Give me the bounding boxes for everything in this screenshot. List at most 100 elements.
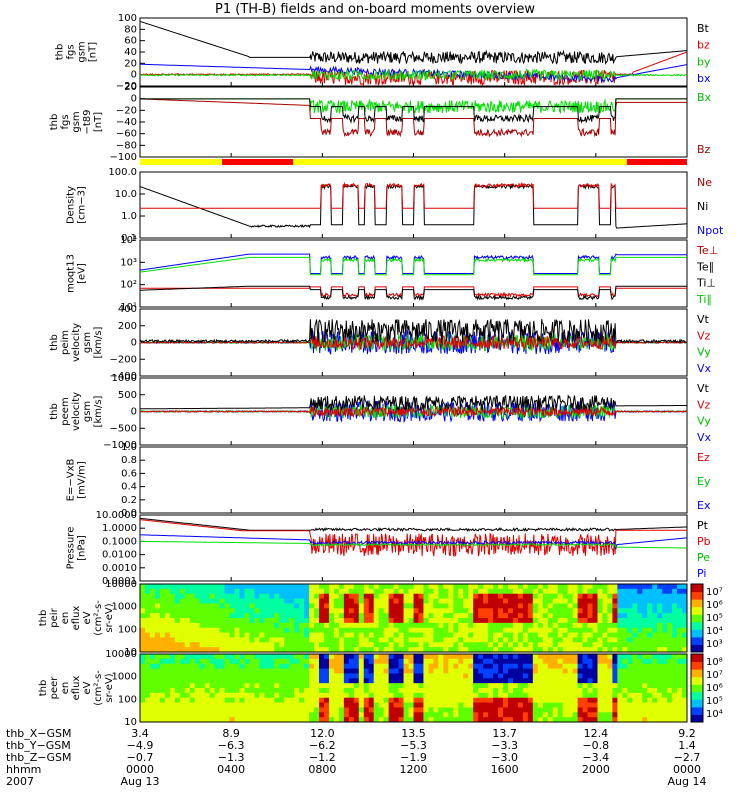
ion-spectrogram-cell	[229, 608, 235, 614]
electron-spectrogram-cell	[468, 663, 474, 670]
electron-spectrogram-cell	[617, 663, 623, 670]
electron-spectrogram-cell	[527, 663, 534, 670]
ion-spectrogram-cell	[154, 642, 161, 648]
ion-spectrogram-cell	[204, 584, 211, 590]
ion-spectrogram-cell	[527, 603, 534, 609]
ion-spectrogram-cell	[179, 608, 186, 614]
ion-spectrogram-cell	[488, 593, 494, 600]
ion-spectrogram-cell	[572, 618, 579, 624]
electron-spectrogram-cell	[428, 697, 434, 704]
electron-spectrogram-cell	[333, 658, 340, 665]
electron-spectrogram-cell	[647, 688, 653, 694]
ion-spectrogram-cell	[463, 593, 469, 600]
electron-spectrogram-cell	[174, 654, 181, 660]
ion-spectrogram-cell	[199, 598, 206, 604]
ion-spectrogram-cell	[309, 647, 315, 653]
electron-spectrogram-cell	[587, 688, 594, 694]
electron-spectrogram-cell	[259, 683, 265, 689]
ion-spectrogram-cell	[662, 593, 668, 600]
ion-spectrogram-cell	[587, 613, 594, 619]
electron-spectrogram-cell	[453, 692, 459, 699]
ion-spectrogram-cell	[363, 603, 370, 609]
ion-spectrogram-cell	[254, 647, 260, 653]
ion-spectrogram-cell	[527, 642, 534, 648]
electron-spectrogram-cell	[209, 663, 216, 670]
electron-spectrogram-cell	[304, 658, 310, 665]
ion-spectrogram-cell	[592, 637, 598, 643]
ion-spectrogram-cell	[398, 618, 405, 624]
ion-spectrogram-cell	[512, 584, 519, 590]
ion-spectrogram-cell	[637, 637, 643, 643]
electron-spectrogram-cell	[304, 654, 310, 660]
electron-spectrogram-cell	[328, 673, 335, 679]
electron-spectrogram-cell	[353, 707, 360, 713]
ion-spectrogram-cell	[224, 603, 231, 609]
legend-peim_v-Vz: Vz	[697, 329, 711, 342]
ion-spectrogram-cell	[289, 584, 295, 590]
electron-spectrogram-cell	[284, 663, 290, 670]
electron-spectrogram-cell	[264, 692, 270, 699]
electron-spectrogram-cell	[493, 683, 499, 689]
electron-spectrogram-cell	[353, 692, 360, 699]
ion-spectrogram-cell	[274, 598, 280, 604]
ion-spectrogram-cell	[463, 584, 469, 590]
ion-spectrogram-cell	[507, 642, 514, 648]
ytick-label-pressure-5: 0.0001	[102, 576, 137, 587]
electron-spectrogram-cell	[378, 702, 385, 708]
ion-spectrogram-cell	[612, 603, 618, 609]
ion-spectrogram-cell	[279, 603, 285, 609]
ion-spectrogram-cell	[428, 627, 434, 634]
electron-spectrogram-cell	[413, 678, 419, 684]
electron-spectrogram-cell	[164, 692, 171, 699]
ion-spectrogram-cell	[309, 613, 315, 619]
ion-spectrogram-cell	[333, 618, 340, 624]
ion-spectrogram-cell	[478, 627, 484, 634]
electron-spectrogram-cell	[572, 688, 579, 694]
ion-spectrogram-cell	[279, 613, 285, 619]
electron-spectrogram-cell	[423, 683, 429, 689]
electron-spectrogram-cell	[562, 697, 569, 704]
ion-spectrogram-cell	[657, 618, 663, 624]
electron-spectrogram-cell	[413, 673, 419, 679]
ion-spectrogram-cell	[567, 584, 574, 590]
footer-value: −6.3	[217, 739, 245, 752]
ion-spectrogram-cell	[309, 632, 315, 638]
electron-spectrogram-cell	[229, 668, 235, 674]
ion-spectrogram-cell	[408, 584, 414, 590]
electron-spectrogram-cell	[144, 688, 151, 694]
ion-spectrogram-cell	[438, 627, 444, 634]
ion-spectrogram-cell	[348, 613, 355, 619]
ion-spectrogram-cell	[269, 588, 275, 595]
ion-spectrogram-cell	[184, 627, 191, 634]
ion-spectrogram-cell	[607, 632, 613, 638]
ytick-label-fgs-5: 0	[131, 70, 137, 81]
ion-spectrogram-cell	[682, 622, 688, 629]
electron-spectrogram-cell	[567, 717, 574, 723]
electron-spectrogram-cell	[507, 678, 514, 684]
electron-spectrogram-cell	[229, 717, 235, 723]
ion-spectrogram-cell	[567, 647, 574, 653]
footer-value: −3.0	[491, 751, 519, 764]
ion-spectrogram-cell	[428, 593, 434, 600]
electron-spectrogram-cell	[140, 697, 146, 704]
ion-spectrogram-cell	[622, 588, 628, 595]
electron-spectrogram-cell	[423, 673, 429, 679]
electron-spectrogram-cell	[314, 692, 320, 699]
ion-spectrogram-cell	[483, 642, 489, 648]
ion-spectrogram-cell	[264, 647, 270, 653]
ion-spectrogram-cell	[373, 613, 380, 619]
electron-spectrogram-cell	[642, 658, 648, 665]
electron-spectrogram-cell	[527, 688, 534, 694]
ion-spectrogram-cell	[189, 647, 196, 653]
electron-spectrogram-cell	[388, 692, 395, 699]
electron-spectrogram-cell	[617, 678, 623, 684]
te-par-line	[139, 285, 687, 301]
electron-spectrogram-cell	[423, 702, 429, 708]
legend-pressure-Pe: Pe	[697, 551, 710, 564]
electron-spectrogram-cell	[274, 673, 280, 679]
ion-spectrogram-cell	[647, 593, 653, 600]
electron-spectrogram-cell	[403, 717, 410, 723]
electron-spectrogram-cell	[448, 668, 454, 674]
ion-spectrogram-cell	[607, 618, 613, 624]
electron-spectrogram-cell	[383, 678, 390, 684]
